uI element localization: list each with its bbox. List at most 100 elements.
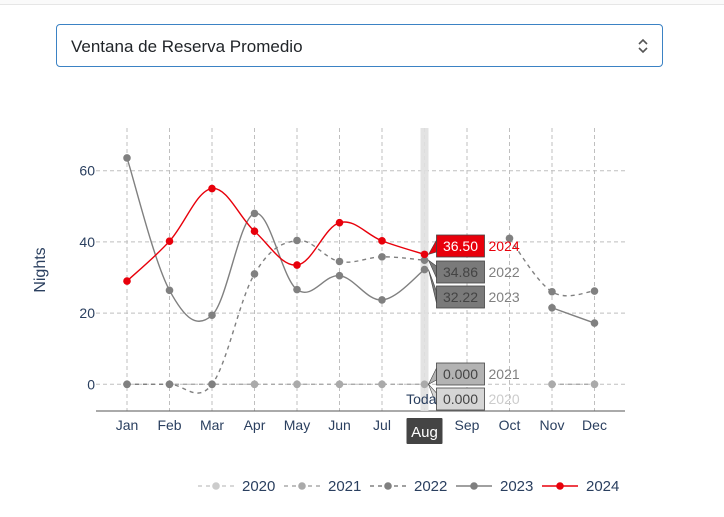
data-point[interactable] [250,380,259,389]
data-point[interactable] [378,380,386,389]
data-point[interactable] [420,265,429,274]
data-point[interactable] [208,311,216,320]
legend-label: 2021 [328,478,361,495]
data-point[interactable] [123,154,131,162]
hover-label-box [436,387,485,411]
legend-swatch-marker [384,482,392,490]
data-point[interactable] [208,380,216,389]
data-point[interactable] [548,303,556,312]
data-point[interactable] [293,261,301,269]
metric-dropdown[interactable]: Ventana de Reserva Promedio [56,24,663,67]
data-point[interactable] [165,237,174,245]
y-axis-title: Nights [32,247,49,292]
hover-label-value: 36.50 [443,238,478,254]
x-tick-label: Mar [200,417,224,433]
data-point[interactable] [590,319,599,327]
today-label: Toda [406,391,437,407]
series-2024 [123,184,429,285]
hover-label-value: 34.86 [443,264,478,280]
x-tick-label: Oct [499,417,521,433]
series-2023 [123,154,599,327]
metric-dropdown-value: Ventana de Reserva Promedio [71,37,303,56]
hover-label-box [436,260,485,284]
data-point[interactable] [548,287,556,296]
data-point[interactable] [335,380,344,389]
hover-label-value: 0.000 [443,366,478,382]
hover-label-2021: 0.000 2021 [427,362,520,386]
data-point[interactable] [548,380,556,389]
hover-label-2022: 34.86 2022 [427,259,520,284]
data-point[interactable] [165,286,174,295]
hover-label-box [436,285,485,309]
hover-label-series: 2022 [489,264,520,280]
legend: 2020 2021 2022 2023 2024 [198,478,619,495]
hover-label-box [436,362,485,386]
x-tick-label: Jan [116,417,139,433]
data-point[interactable] [293,236,301,245]
hover-label-series: 2021 [489,366,520,382]
x-tick-label: Dec [582,417,607,433]
x-tick-label: Jun [328,417,351,433]
series-2021 [123,380,599,389]
x-tick-label: May [284,417,310,433]
hover-label-box [436,234,485,258]
hover-label-value: 0.000 [443,391,478,407]
y-tick-label: 20 [79,305,95,321]
data-point[interactable] [293,380,301,389]
data-point[interactable] [378,253,386,261]
legend-item-2024[interactable]: 2024 [542,478,619,495]
data-point[interactable] [123,277,131,285]
hover-label-series: 2020 [489,391,520,407]
data-point[interactable] [420,380,429,389]
data-point[interactable] [378,237,386,245]
data-point[interactable] [123,380,131,389]
hover-label-2020: 0.000 2020 [428,384,520,411]
data-point[interactable] [293,285,301,294]
x-tick-label: Sep [455,417,480,433]
legend-item-2021[interactable]: 2021 [284,478,361,495]
data-point[interactable] [165,380,174,389]
data-point[interactable] [335,257,344,266]
hover-label-series: 2023 [489,289,520,305]
data-point[interactable] [420,250,429,259]
chevron-up-down-icon [638,38,648,54]
data-point[interactable] [208,184,216,193]
legend-swatch-marker [212,482,220,490]
x-tick-label: Aug [411,424,438,441]
legend-swatch-marker [556,482,564,490]
x-tick-label: Feb [157,417,181,433]
hover-x-label-box [406,418,443,444]
legend-label: 2022 [414,478,447,495]
data-point[interactable] [420,256,429,265]
series-2022 [123,234,599,394]
data-point[interactable] [335,271,344,280]
hover-label-2024: 36.50 2024 [427,234,520,258]
data-point[interactable] [378,296,386,304]
y-tick-label: 0 [87,376,95,392]
data-point[interactable] [250,270,259,278]
data-point[interactable] [250,209,259,218]
y-tick-label: 60 [79,163,95,179]
legend-label: 2024 [586,478,619,495]
legend-item-2020[interactable]: 2020 [198,478,275,495]
data-point[interactable] [250,227,259,236]
legend-item-2022[interactable]: 2022 [370,478,447,495]
x-tick-label: Nov [540,417,565,433]
data-point[interactable] [505,234,514,243]
legend-swatch-marker [298,482,306,490]
x-tick-label: Apr [244,417,266,433]
top-bar [0,0,724,5]
data-point[interactable] [590,287,599,295]
x-tick-label: Jul [373,417,391,433]
legend-swatch-marker [470,482,478,490]
data-point[interactable] [335,218,344,227]
series-line [127,239,425,394]
hover-label-pointer [427,367,437,386]
hover-label-series: 2024 [489,238,520,254]
data-point[interactable] [590,380,599,389]
series-line [551,307,595,324]
legend-item-2023[interactable]: 2023 [456,478,533,495]
legend-label: 2023 [500,478,533,495]
legend-label: 2020 [242,478,275,495]
